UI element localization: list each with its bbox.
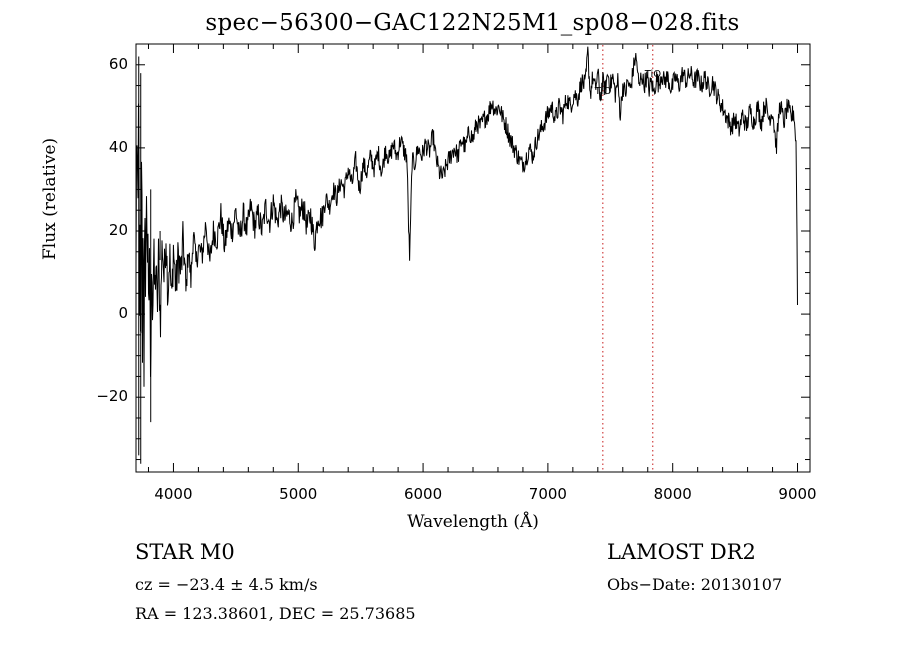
star-class-label: STAR M0 [135,540,235,564]
y-tick-label: 0 [118,304,128,323]
obs-date-label: Obs−Date: 20130107 [607,575,783,594]
line-annotation: TiO [594,86,612,97]
x-axis-title: Wavelength (Å) [407,512,539,532]
x-tick-label: 6000 [403,485,443,503]
y-axis-title: Flux (relative) [40,137,60,260]
x-tick-label: 9000 [778,485,817,503]
series-layer [135,46,798,464]
reference-lines [602,45,654,471]
line-annotation: TiO [644,69,662,80]
velocity-label: cz = −23.4 ± 4.5 km/s [135,575,318,594]
x-tick-label: 5000 [279,485,318,503]
chart-title: spec−56300−GAC122N25M1_sp08−028.fits [205,10,740,36]
survey-label: LAMOST DR2 [607,540,756,564]
axes-frame [135,43,811,473]
plot-frame [135,43,811,473]
y-tick-label: −20 [96,387,128,406]
x-tick-label: 8000 [653,485,692,503]
x-tick-label: 4000 [154,485,193,503]
y-tick-label: 40 [108,137,128,156]
spectrum-line [135,46,798,387]
annotation-layer: TiO TiO [594,69,662,97]
tick-layer [136,43,810,472]
x-tick-label: 7000 [528,485,567,503]
y-tick-label: 60 [108,54,128,73]
coordinates-label: RA = 123.38601, DEC = 25.73685 [135,604,416,623]
y-tick-label: 20 [108,220,128,239]
